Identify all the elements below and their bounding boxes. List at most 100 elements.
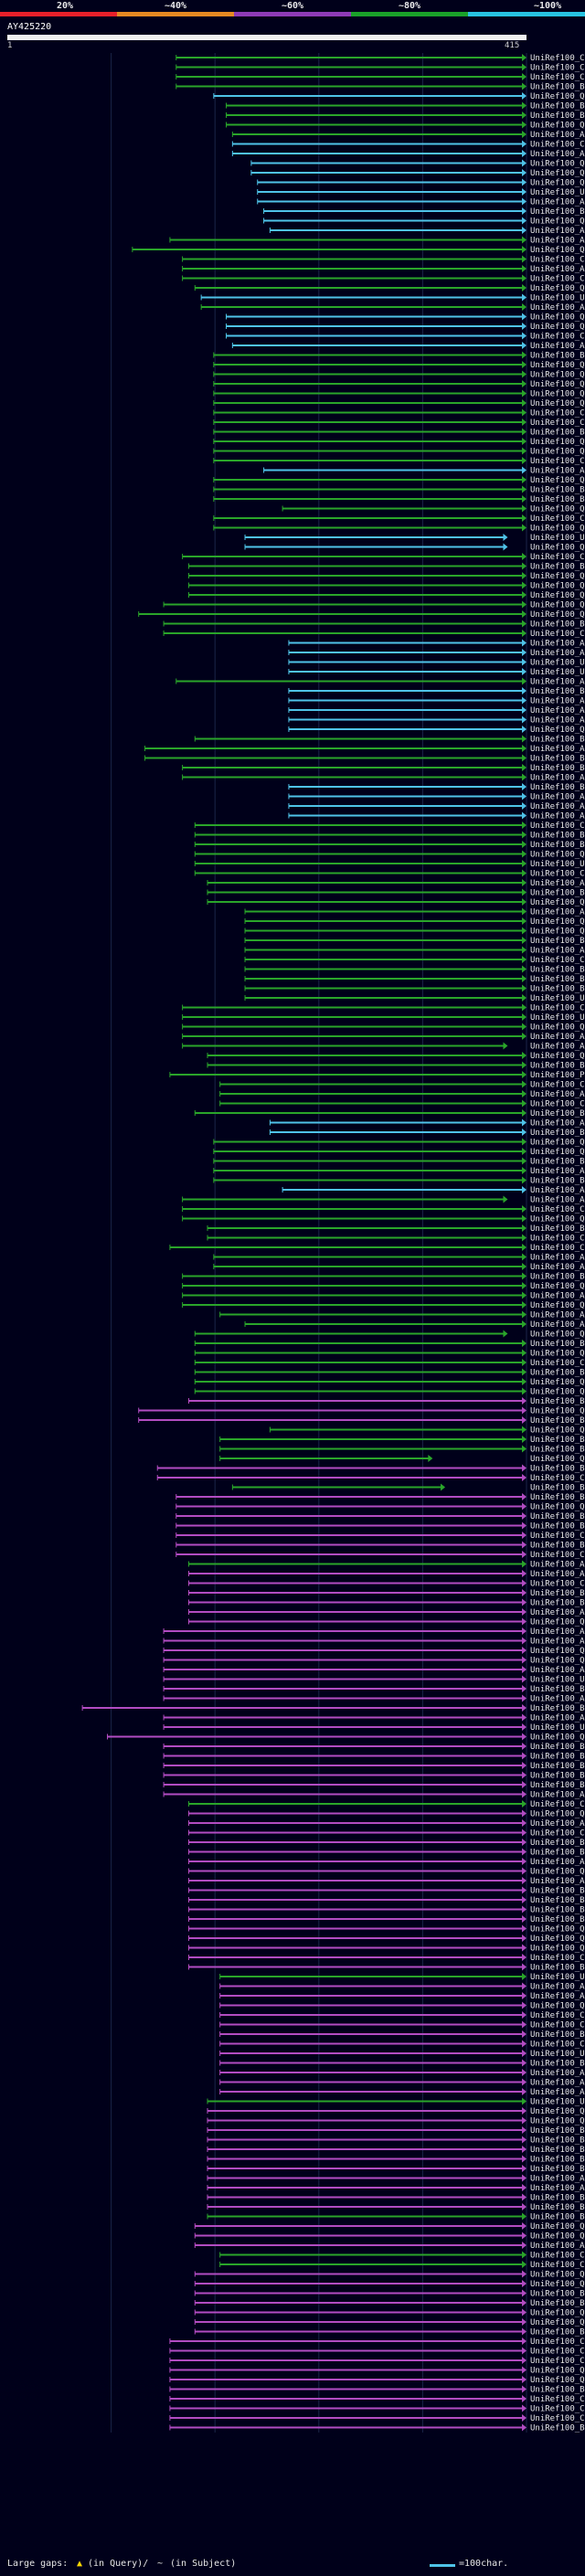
hit-label[interactable]: UniRef100_A5C185 — [530, 2088, 585, 2097]
hit-label[interactable]: UniRef100_C9LSU7 — [530, 1474, 585, 1483]
hit-label[interactable]: UniRef100_Q9LR37 — [530, 1657, 585, 1666]
hit-label[interactable]: UniRef100_C5Y2K7 — [530, 956, 585, 965]
hit-label[interactable]: UniRef100_B9TTV0 — [530, 1493, 585, 1502]
hit-label[interactable]: UniRef100_B9HWF1 — [530, 2213, 585, 2222]
hit-label[interactable]: UniRef100_B7EMY9 — [530, 1781, 585, 1790]
hit-label[interactable]: UniRef100_C5Y956 — [530, 457, 585, 466]
hit-label[interactable]: UniRef100_B8LLV1 — [530, 1465, 585, 1474]
hit-label[interactable]: UniRef100_Q85U0L — [530, 851, 585, 860]
hit-label[interactable]: UniRef100_B6STG1 — [530, 1109, 585, 1118]
hit-label[interactable]: UniRef100_A7PA11 — [530, 1983, 585, 1992]
hit-label[interactable]: UniRef100_A2ZEP1 — [530, 1167, 585, 1176]
hit-label[interactable]: UniRef100_A5CB66 — [530, 2079, 585, 2088]
hit-label[interactable]: UniRef100_Q9FPJ5 — [530, 92, 585, 101]
hit-label[interactable]: UniRef100_Q8VEG2 — [530, 371, 585, 380]
hit-label[interactable]: UniRef100_C5Y1R8 — [530, 1004, 585, 1013]
hit-label[interactable]: UniRef100_Q7XH69 — [530, 438, 585, 447]
hit-label[interactable]: UniRef100_C6ZRZ5 — [530, 54, 585, 63]
hit-label[interactable]: UniRef100_C6T8T6 — [530, 73, 585, 82]
hit-label[interactable]: UniRef100_A7VM16 — [530, 908, 585, 917]
hit-label[interactable]: UniRef100_Q9SZ54 — [530, 1618, 585, 1627]
hit-label[interactable]: UniRef100_Q6RJX7 — [530, 1330, 585, 1340]
hit-label[interactable]: UniRef100_A7VM44 — [530, 1320, 585, 1330]
hit-label[interactable]: UniRef100_Q1K5S8 — [530, 1945, 585, 1954]
hit-label[interactable]: UniRef100_C4PST3 — [530, 256, 585, 265]
hit-label[interactable]: UniRef100_C5Z0X6 — [530, 275, 585, 284]
hit-label[interactable]: UniRef100_UPI000... — [530, 534, 585, 543]
hit-label[interactable]: UniRef100_A5HKX5 — [530, 947, 585, 956]
hit-label[interactable]: UniRef100_C1K240 — [530, 141, 585, 150]
hit-label[interactable]: UniRef100_A7L5D3 — [530, 1186, 585, 1195]
hit-label[interactable]: UniRef100_A7Q8J0 — [530, 2175, 585, 2184]
hit-label[interactable]: UniRef100_C5YH58 — [530, 2041, 585, 2050]
hit-label[interactable]: UniRef100_UPI000... — [530, 1676, 585, 1685]
hit-label[interactable]: UniRef100_A7PIF3 — [530, 198, 585, 207]
hit-label[interactable]: UniRef100_A7QUS6 — [530, 640, 585, 649]
hit-label[interactable]: UniRef100_C4J1V0 — [530, 1580, 585, 1589]
hit-label[interactable]: UniRef100_B9GZ89 — [530, 889, 585, 898]
hit-label[interactable]: UniRef100_A7QL76 — [530, 1254, 585, 1263]
hit-label[interactable]: UniRef100_Q5IJN9 — [530, 610, 585, 620]
hit-label[interactable]: UniRef100_Q9M4V8 — [530, 1810, 585, 1819]
hit-label[interactable]: UniRef100_C6TA71 — [530, 333, 585, 342]
hit-label[interactable]: UniRef100_Q94IJ5 — [530, 390, 585, 399]
hit-label[interactable]: UniRef100_C5Z0J1 — [530, 1532, 585, 1541]
hit-label[interactable]: UniRef100_B9RWA1 — [530, 486, 585, 495]
hit-label[interactable]: UniRef100_Q9RHS5 — [530, 898, 585, 907]
hit-label[interactable]: UniRef100_A7QF09 — [530, 2069, 585, 2078]
hit-label[interactable]: UniRef100_A9REW5 — [530, 467, 585, 476]
hit-label[interactable]: UniRef100_C0LGS3 — [530, 2348, 585, 2357]
hit-label[interactable]: UniRef100_B9H3U9 — [530, 1906, 585, 1915]
hit-label[interactable]: UniRef100_A9NKM6 — [530, 237, 585, 246]
hit-label[interactable]: UniRef100_C0LGS2 — [530, 2357, 585, 2366]
hit-label[interactable]: UniRef100_B8LMF2 — [530, 2299, 585, 2308]
hit-label[interactable]: UniRef100_Q1KUW2 — [530, 1733, 585, 1743]
hit-label[interactable]: UniRef100_A7QYL7 — [530, 745, 585, 754]
hit-label[interactable]: UniRef100_B9GII2 — [530, 111, 585, 121]
hit-label[interactable]: UniRef100_B9HBS0 — [530, 2146, 585, 2155]
hit-label[interactable]: UniRef100_B8BKX9 — [530, 1158, 585, 1167]
hit-label[interactable]: UniRef100_B9HL56 — [530, 1542, 585, 1551]
hit-label[interactable]: UniRef100_A5BMR5 — [530, 1090, 585, 1099]
hit-label[interactable]: UniRef100_B9H599 — [530, 1062, 585, 1071]
hit-label[interactable]: UniRef100_B9RHB1 — [530, 783, 585, 792]
hit-label[interactable]: UniRef100_B9NNA3 — [530, 1896, 585, 1905]
hit-label[interactable]: UniRef100_A3R789 — [530, 802, 585, 811]
hit-label[interactable]: UniRef100_Q5VQP7 — [530, 179, 585, 188]
hit-label[interactable]: UniRef100_C0LGR3 — [530, 2337, 585, 2347]
hit-label[interactable]: UniRef100_A7QL47 — [530, 697, 585, 706]
hit-label[interactable]: UniRef100_B9HWN3 — [530, 1484, 585, 1493]
hit-label[interactable]: UniRef100_A9NTW0 — [530, 227, 585, 236]
hit-label[interactable]: UniRef100_A9S790 — [530, 1570, 585, 1579]
hit-label[interactable]: UniRef100_Q9SMP0 — [530, 525, 585, 534]
hit-label[interactable]: UniRef100_Q7XV05 — [530, 448, 585, 457]
hit-label[interactable]: UniRef100_Q6K474 — [530, 2222, 585, 2231]
hit-label[interactable]: UniRef100_C6SZX8 — [530, 514, 585, 524]
hit-label[interactable]: UniRef100_Q22717 — [530, 2280, 585, 2289]
hit-label[interactable]: UniRef100_Q9SGP2 — [530, 2318, 585, 2327]
hit-label[interactable]: UniRef100_Q2R3L2 — [530, 1388, 585, 1397]
hit-label[interactable]: UniRef100_C5YHV3 — [530, 553, 585, 562]
hit-label[interactable]: UniRef100_A7QGL1 — [530, 1043, 585, 1052]
hit-label[interactable]: UniRef100_Q9M477 — [530, 169, 585, 178]
hit-label[interactable]: UniRef100_A5BJU3 — [530, 649, 585, 658]
hit-label[interactable]: UniRef100_A7QU25 — [530, 1033, 585, 1042]
hit-label[interactable]: UniRef100_Q0DCY4 — [530, 1935, 585, 1944]
hit-label[interactable]: UniRef100_B9RGB5 — [530, 563, 585, 572]
hit-label[interactable]: UniRef100_B7FMP2 — [530, 1743, 585, 1752]
hit-label[interactable]: UniRef100_B4FB54 — [530, 207, 585, 217]
hit-label[interactable]: UniRef100_Q6EE26 — [530, 1426, 585, 1436]
hit-label[interactable]: UniRef100_C5YRW5 — [530, 822, 585, 831]
hit-label[interactable]: UniRef100_Q8S7V4 — [530, 323, 585, 332]
hit-label[interactable]: UniRef100_UPI000... — [530, 994, 585, 1003]
hit-label[interactable]: UniRef100_B9IR65 — [530, 2328, 585, 2337]
hit-label[interactable]: UniRef100_B8B087 — [530, 985, 585, 994]
hit-label[interactable]: UniRef100_C0P9E3 — [530, 2252, 585, 2261]
hit-label[interactable]: UniRef100_Q94IJ4 — [530, 399, 585, 408]
hit-label[interactable]: UniRef100_UPI000... — [530, 2098, 585, 2107]
hit-label[interactable]: UniRef100_C5ZRN6 — [530, 1235, 585, 1244]
hit-label[interactable]: UniRef100_C6TIX1 — [530, 64, 585, 73]
hit-label[interactable]: UniRef100_Q8RY03 — [530, 1407, 585, 1416]
hit-label[interactable]: UniRef100_B2X432 — [530, 2386, 585, 2395]
hit-label[interactable]: UniRef100_C0LGT1 — [530, 1800, 585, 1809]
